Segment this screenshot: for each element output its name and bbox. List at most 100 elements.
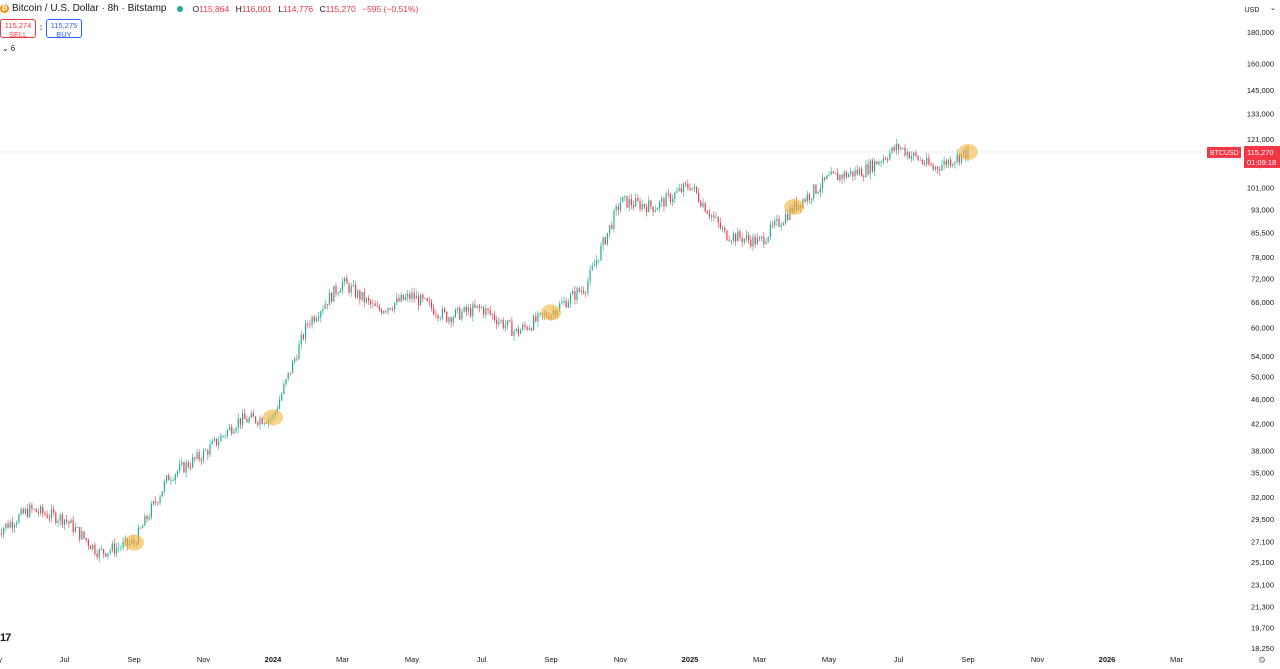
candles-layer bbox=[0, 138, 969, 563]
y-tick-label: 18,250 bbox=[1251, 644, 1274, 653]
candle-body bbox=[487, 308, 489, 311]
candle-body bbox=[159, 496, 161, 503]
candle-body bbox=[637, 198, 639, 201]
candle-body bbox=[960, 153, 963, 163]
sell-button[interactable]: 115,274 SELL bbox=[0, 19, 36, 39]
candle-body bbox=[502, 320, 504, 328]
candle-body bbox=[46, 514, 48, 518]
candle-body bbox=[389, 307, 391, 310]
candle-body bbox=[480, 307, 483, 309]
candle-body bbox=[150, 504, 152, 518]
candle-body bbox=[320, 311, 322, 318]
candle-body bbox=[750, 239, 752, 247]
candle-body bbox=[667, 193, 669, 195]
highlight-marker bbox=[124, 534, 144, 551]
y-tick-label: 78,000 bbox=[1251, 253, 1274, 262]
symbol-legend[interactable]: ₿ Bitcoin / U.S. Dollar · 8h · Bitstamp … bbox=[0, 3, 422, 14]
candle-body bbox=[735, 233, 737, 242]
candle-body bbox=[748, 235, 750, 240]
candle-body bbox=[59, 514, 61, 521]
candle-body bbox=[400, 294, 402, 302]
candle-body bbox=[446, 311, 448, 322]
candle-body bbox=[845, 172, 847, 178]
candle-body bbox=[465, 306, 467, 312]
candle-body bbox=[821, 177, 824, 189]
candle-body bbox=[900, 148, 902, 150]
candle-body bbox=[328, 292, 331, 306]
x-tick-label: Sep bbox=[544, 655, 557, 664]
candle-body bbox=[198, 452, 200, 460]
y-tick-label: 25,100 bbox=[1251, 558, 1274, 567]
price-tag-countdown: 01:09:18 bbox=[1247, 158, 1276, 167]
price-tag-symbol-bg bbox=[1207, 146, 1241, 158]
candle-body bbox=[213, 438, 215, 441]
candle-body bbox=[146, 515, 148, 520]
sell-label: SELL bbox=[8, 30, 28, 39]
candle-body bbox=[639, 200, 641, 210]
candle-body bbox=[87, 540, 89, 546]
candle-body bbox=[187, 462, 189, 468]
candle-body bbox=[876, 161, 878, 165]
candle-body bbox=[680, 188, 682, 192]
candle-body bbox=[220, 435, 222, 442]
candle-body bbox=[20, 509, 22, 515]
candle-body bbox=[576, 288, 578, 300]
candle-body bbox=[331, 292, 333, 302]
candle-body bbox=[834, 172, 837, 174]
indicators-toggle[interactable]: ⌄ 6 bbox=[2, 44, 15, 53]
candle-body bbox=[376, 306, 378, 307]
candle-body bbox=[695, 186, 698, 193]
candle-body bbox=[902, 147, 904, 149]
candle-body bbox=[860, 169, 863, 177]
candle-body bbox=[689, 188, 691, 190]
candle-body bbox=[871, 160, 874, 172]
candle-body bbox=[61, 514, 63, 525]
candle-body bbox=[787, 214, 789, 220]
highlight-marker bbox=[263, 409, 283, 426]
candle-body bbox=[628, 198, 630, 208]
candle-body bbox=[913, 152, 915, 156]
candle-body bbox=[252, 413, 255, 417]
candle-body bbox=[402, 294, 404, 300]
symbol-title[interactable]: Bitcoin / U.S. Dollar · 8h · Bitstamp bbox=[12, 3, 167, 14]
candle-body bbox=[170, 480, 172, 482]
x-tick-label: Jul bbox=[894, 655, 904, 664]
candle-body bbox=[261, 418, 263, 424]
candle-body bbox=[107, 552, 109, 557]
x-tick-label: Mar bbox=[753, 655, 766, 664]
candle-body bbox=[561, 302, 563, 304]
candle-body bbox=[717, 217, 719, 223]
y-tick-label: 32,000 bbox=[1251, 493, 1274, 502]
candle-body bbox=[89, 545, 92, 550]
candle-body bbox=[726, 230, 728, 241]
candle-body bbox=[29, 504, 31, 517]
candle-body bbox=[42, 506, 44, 514]
candle-body bbox=[493, 314, 496, 321]
candle-body bbox=[706, 211, 708, 214]
candle-body bbox=[958, 154, 960, 163]
candle-body bbox=[118, 547, 120, 549]
candle-body bbox=[83, 531, 85, 538]
candle-body bbox=[122, 541, 124, 548]
candle-body bbox=[313, 316, 315, 322]
ohlc-change: −595 (−0.51%) bbox=[362, 3, 419, 14]
candle-body bbox=[357, 290, 359, 298]
x-tick-label: Nov bbox=[1031, 655, 1045, 664]
candle-body bbox=[617, 206, 619, 210]
ohlc-high-key: H bbox=[235, 3, 242, 14]
candle-body bbox=[806, 194, 808, 202]
candle-body bbox=[318, 317, 320, 319]
candle-body bbox=[244, 413, 246, 419]
candle-body bbox=[895, 144, 897, 151]
x-tick-label: Sep bbox=[127, 655, 140, 664]
candle-body bbox=[448, 317, 450, 322]
buy-button[interactable]: 115,275 BUY bbox=[45, 19, 82, 39]
candle-body bbox=[168, 475, 170, 481]
candle-body bbox=[698, 192, 700, 202]
currency-dropdown-icon[interactable]: ⌄ bbox=[1270, 5, 1276, 12]
candle-body bbox=[522, 324, 524, 330]
settings-gear-icon[interactable]: ⚙ bbox=[1258, 655, 1267, 665]
currency-button[interactable]: USD bbox=[1244, 7, 1260, 14]
candle-body bbox=[563, 300, 565, 303]
